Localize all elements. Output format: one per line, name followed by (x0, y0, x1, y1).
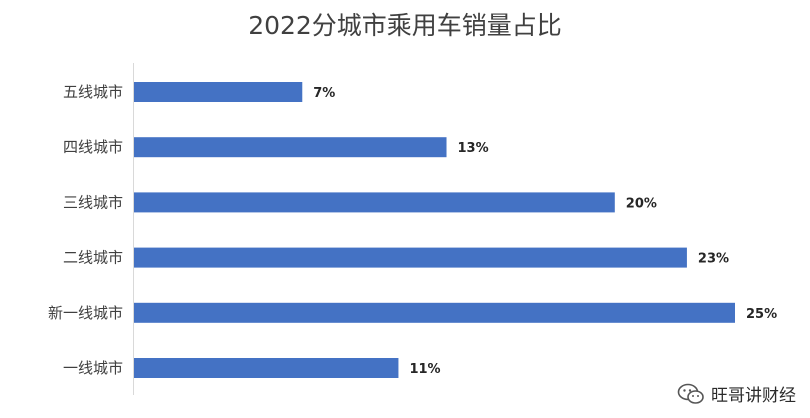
data-label: 20% (626, 196, 657, 211)
category-label: 新一线城市 (48, 304, 123, 322)
data-label: 7% (313, 86, 335, 101)
bar (134, 247, 687, 268)
chart-title: 2022分城市乘用车销量占比 (248, 11, 562, 40)
category-label: 五线城市 (63, 83, 123, 101)
category-label: 三线城市 (63, 193, 123, 211)
bar (134, 192, 615, 213)
category-label: 一线城市 (63, 359, 123, 377)
watermark-text: 旺哥讲财经 (711, 386, 796, 406)
data-label: 13% (458, 141, 489, 156)
bar (134, 358, 399, 378)
watermark: 旺哥讲财经 (677, 381, 796, 406)
bar (134, 137, 447, 158)
bar (134, 82, 303, 102)
wechat-icon (677, 383, 705, 405)
category-label: 四线城市 (63, 138, 123, 156)
data-label: 23% (698, 252, 729, 267)
data-label: 25% (746, 307, 777, 322)
bar (134, 302, 735, 323)
category-label: 二线城市 (63, 249, 123, 267)
data-label: 11% (409, 362, 440, 377)
